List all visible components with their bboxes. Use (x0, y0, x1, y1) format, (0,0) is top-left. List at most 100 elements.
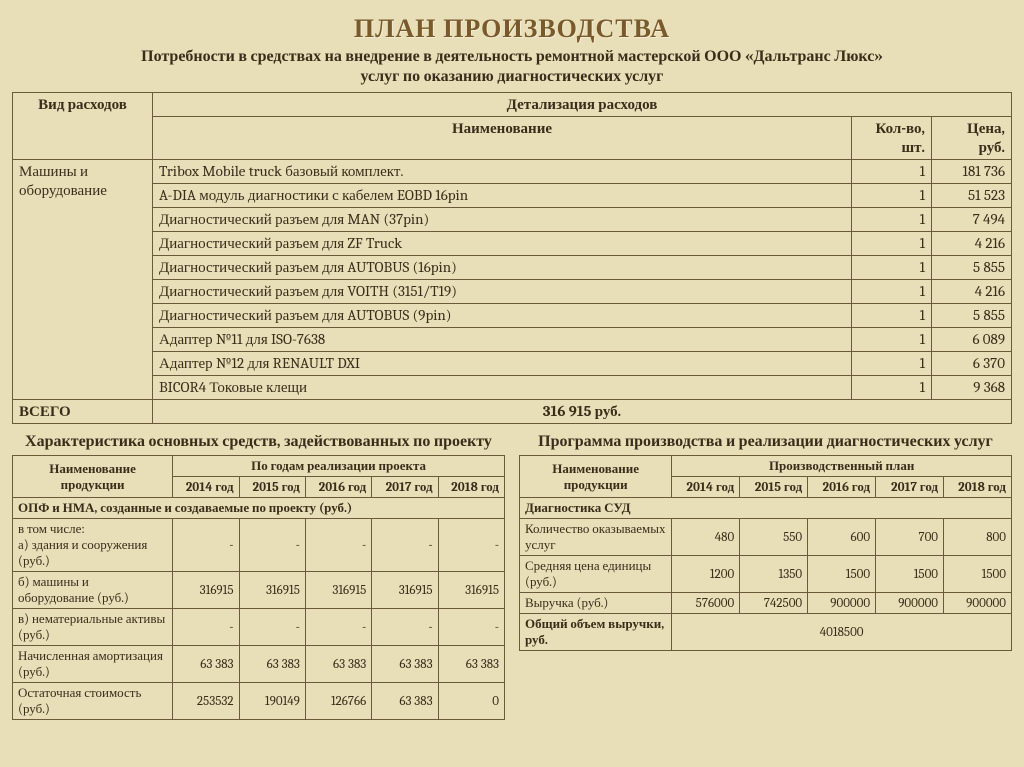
table-row: Адаптер №12 для RENAULT DXI 1 6 370 (13, 352, 1012, 376)
cell: 1200 (672, 556, 740, 593)
item-price: 5 855 (932, 256, 1012, 280)
item-price: 9 368 (932, 376, 1012, 400)
table-row: Выручка (руб.) 576000 742500 900000 9000… (520, 593, 1012, 614)
col-years-header: Производственный план (672, 456, 1012, 477)
cell: - (372, 519, 438, 572)
item-qty: 1 (852, 208, 932, 232)
right-section: Программа производства и реализации диаг… (519, 432, 1012, 720)
item-qty: 1 (852, 352, 932, 376)
table-row: Средняя цена единицы (руб.) 1200 1350 15… (520, 556, 1012, 593)
cell: 63 383 (173, 646, 239, 683)
year-header: 2015 год (740, 477, 808, 498)
cell: 316915 (173, 572, 239, 609)
table-row: Диагностический разъем для MAN (37pin) 1… (13, 208, 1012, 232)
item-qty: 1 (852, 328, 932, 352)
two-column-section: Характеристика основных средств, задейст… (12, 432, 1012, 720)
item-price: 4 216 (932, 232, 1012, 256)
row-label: Количество оказываемых услуг (520, 519, 672, 556)
page-title: ПЛАН ПРОИЗВОДСТВА (12, 14, 1012, 44)
table-row: Диагностический разъем для AUTOBUS (16pi… (13, 256, 1012, 280)
row-label: в) нематериальные активы (руб.) (13, 609, 173, 646)
table-row: б) машины и оборудование (руб.) 316915 3… (13, 572, 505, 609)
cell: 576000 (672, 593, 740, 614)
year-header: 2016 год (808, 477, 876, 498)
cell: 63 383 (372, 646, 438, 683)
row-label: Выручка (руб.) (520, 593, 672, 614)
cell: 316915 (305, 572, 371, 609)
cell: 900000 (808, 593, 876, 614)
group-row: Диагностика СУД (520, 498, 1012, 519)
col-name: Наименование (153, 117, 852, 160)
table-row: A-DIA модуль диагностики с кабелем EOBD … (13, 184, 1012, 208)
subtitle-line-1: Потребности в средствах на внедрение в д… (141, 47, 883, 65)
cell: - (438, 609, 504, 646)
year-header: 2014 год (173, 477, 239, 498)
item-name: BICOR4 Токовые клещи (153, 376, 852, 400)
table-row: Начисленная амортизация (руб.) 63 383 63… (13, 646, 505, 683)
item-price: 6 089 (932, 328, 1012, 352)
col-qty: Кол-во, шт. (852, 117, 932, 160)
item-name: A-DIA модуль диагностики с кабелем EOBD … (153, 184, 852, 208)
expenses-table: Вид расходов Детализация расходов Наимен… (12, 92, 1012, 424)
total-row: ВСЕГО 316 915 руб. (13, 400, 1012, 424)
cell: 126766 (305, 683, 371, 720)
cell: - (372, 609, 438, 646)
cell: - (173, 609, 239, 646)
table-row: Машины и оборудование Tribox Mobile truc… (13, 160, 1012, 184)
cell: 480 (672, 519, 740, 556)
item-qty: 1 (852, 280, 932, 304)
total-row: Общий объем выручки, руб. 4018500 (520, 614, 1012, 651)
col-category: Вид расходов (13, 93, 153, 160)
item-qty: 1 (852, 304, 932, 328)
item-qty: 1 (852, 376, 932, 400)
cell: 316915 (438, 572, 504, 609)
item-qty: 1 (852, 160, 932, 184)
cell: 63 383 (239, 646, 305, 683)
total-value: 4018500 (672, 614, 1012, 651)
item-name: Диагностический разъем для AUTOBUS (9pin… (153, 304, 852, 328)
cell: - (173, 519, 239, 572)
cell: 316915 (239, 572, 305, 609)
group-header: ОПФ и НМА, созданные и создаваемые по пр… (13, 498, 505, 519)
year-header: 2014 год (672, 477, 740, 498)
total-value: 316 915 руб. (153, 400, 1012, 424)
year-header: 2018 год (944, 477, 1012, 498)
cell: 742500 (740, 593, 808, 614)
item-name: Диагностический разъем для AUTOBUS (16pi… (153, 256, 852, 280)
total-label: ВСЕГО (13, 400, 153, 424)
cell: - (305, 519, 371, 572)
cell: 1500 (944, 556, 1012, 593)
year-header: 2018 год (438, 477, 504, 498)
cell: 63 383 (372, 683, 438, 720)
left-section: Характеристика основных средств, задейст… (12, 432, 505, 720)
slide: ПЛАН ПРОИЗВОДСТВА Потребности в средства… (0, 0, 1024, 728)
production-plan-table: Наименование продукции Производственный … (519, 455, 1012, 651)
year-header: 2016 год (305, 477, 371, 498)
table-row: в том числе: а) здания и сооружения (руб… (13, 519, 505, 572)
group-header: Диагностика СУД (520, 498, 1012, 519)
item-name: Диагностический разъем для MAN (37pin) (153, 208, 852, 232)
col-price: Цена, руб. (932, 117, 1012, 160)
cell: 1500 (876, 556, 944, 593)
item-price: 181 736 (932, 160, 1012, 184)
item-qty: 1 (852, 232, 932, 256)
table-row: Диагностический разъем для AUTOBUS (9pin… (13, 304, 1012, 328)
table-row: Количество оказываемых услуг 480 550 600… (520, 519, 1012, 556)
subtitle-line-2: услуг по оказанию диагностических услуг (361, 67, 664, 85)
col-name: Наименование продукции (13, 456, 173, 498)
category-cell: Машины и оборудование (13, 160, 153, 400)
row-label: Средняя цена единицы (руб.) (520, 556, 672, 593)
table-row: Адаптер №11 для ISO-7638 1 6 089 (13, 328, 1012, 352)
cell: 0 (438, 683, 504, 720)
item-price: 5 855 (932, 304, 1012, 328)
cell: 316915 (372, 572, 438, 609)
cell: - (438, 519, 504, 572)
cell: 63 383 (305, 646, 371, 683)
cell: 800 (944, 519, 1012, 556)
item-qty: 1 (852, 184, 932, 208)
item-price: 4 216 (932, 280, 1012, 304)
cell: 600 (808, 519, 876, 556)
item-name: Адаптер №11 для ISO-7638 (153, 328, 852, 352)
cell: 700 (876, 519, 944, 556)
table-row: Диагностический разъем для VOITH (3151/T… (13, 280, 1012, 304)
